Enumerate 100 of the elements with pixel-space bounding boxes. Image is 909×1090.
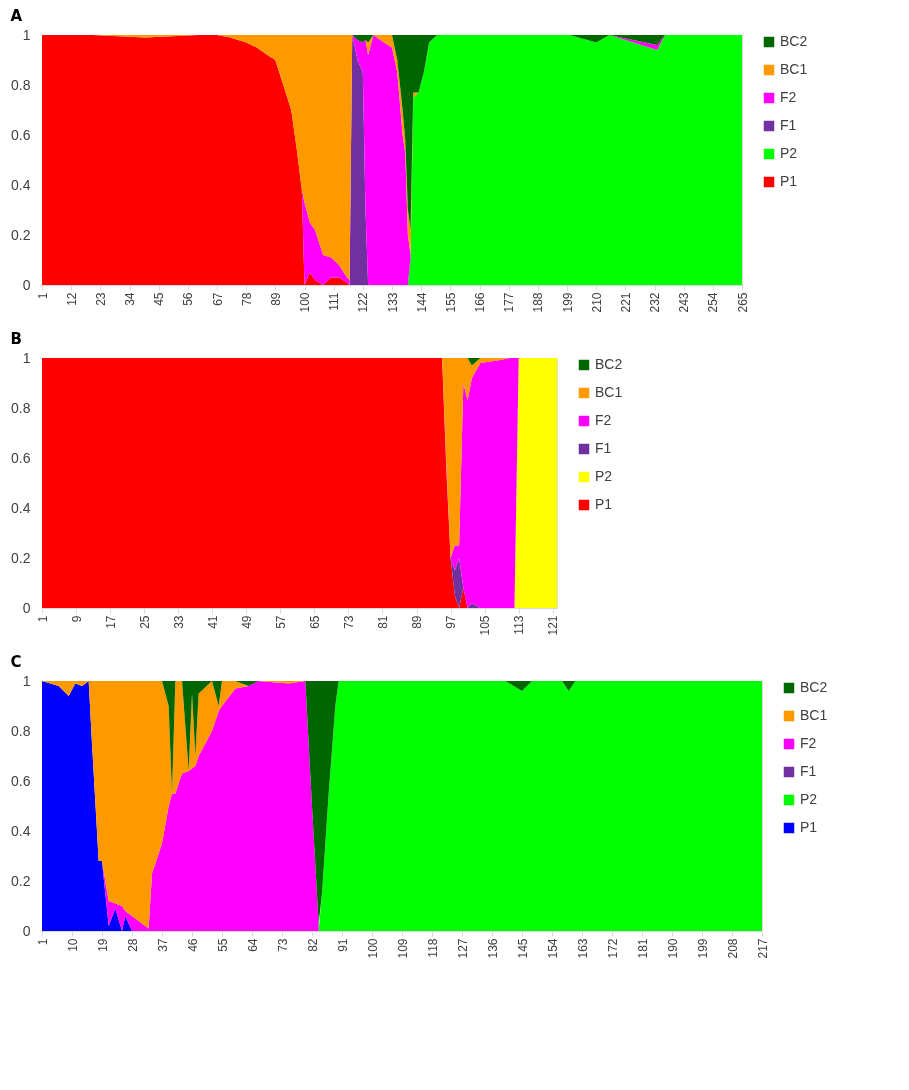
x-tick-label: 28 bbox=[125, 938, 140, 952]
x-tick-label: 105 bbox=[478, 615, 493, 636]
x-tick-label: 37 bbox=[155, 938, 170, 952]
legend-label: P2 bbox=[780, 145, 798, 161]
x-tick-label: 9 bbox=[69, 615, 84, 623]
x-tick-label: 199 bbox=[695, 938, 710, 959]
x-tick-label: 265 bbox=[735, 292, 750, 313]
y-tick-label: 0 bbox=[22, 599, 31, 616]
x-tick-label: 82 bbox=[305, 938, 320, 952]
x-tick-label: 23 bbox=[93, 292, 108, 306]
x-tick-label: 109 bbox=[395, 938, 410, 959]
x-tick-label: 81 bbox=[376, 615, 390, 629]
x-tick-label: 1 bbox=[35, 615, 50, 623]
chart-title: B bbox=[10, 330, 22, 348]
x-tick-label: 113 bbox=[512, 615, 527, 635]
x-tick-label: 232 bbox=[648, 292, 662, 313]
y-tick-label: 0.6 bbox=[11, 449, 31, 466]
x-tick-label: 133 bbox=[385, 292, 400, 313]
x-tick-label: 100 bbox=[298, 292, 312, 313]
y-tick-label: 1 bbox=[22, 672, 31, 689]
x-tick-label: 12 bbox=[64, 292, 79, 306]
legend-label: BC1 bbox=[800, 707, 828, 723]
legend-label: BC2 bbox=[800, 679, 828, 695]
legend-label: F2 bbox=[595, 412, 612, 428]
x-tick-label: 243 bbox=[677, 292, 692, 313]
x-tick-label: 118 bbox=[425, 938, 440, 958]
y-tick-label: 0.4 bbox=[11, 822, 31, 839]
x-tick-label: 127 bbox=[455, 938, 470, 959]
x-tick-label: 155 bbox=[443, 292, 458, 313]
x-tick-label: 56 bbox=[181, 292, 196, 306]
x-tick-label: 199 bbox=[560, 292, 575, 313]
legend-label: P1 bbox=[780, 173, 798, 189]
x-tick-label: 163 bbox=[575, 938, 590, 959]
x-tick-label: 89 bbox=[268, 292, 283, 306]
legend-label: P2 bbox=[800, 791, 818, 807]
x-tick-label: 145 bbox=[515, 938, 530, 959]
y-tick-label: 0.6 bbox=[11, 126, 31, 143]
x-tick-label: 34 bbox=[123, 292, 137, 306]
x-tick-label: 100 bbox=[365, 938, 380, 959]
legend-label: P1 bbox=[595, 496, 613, 512]
x-tick-label: 221 bbox=[618, 292, 633, 313]
x-tick-label: 64 bbox=[245, 938, 260, 952]
x-tick-label: 33 bbox=[171, 615, 186, 629]
x-tick-label: 136 bbox=[485, 938, 500, 959]
legend-label: F1 bbox=[800, 763, 817, 779]
y-tick-label: 0 bbox=[22, 922, 31, 939]
legend-label: F2 bbox=[780, 89, 797, 105]
y-tick-label: 0 bbox=[22, 276, 31, 293]
chart-title: A bbox=[10, 7, 23, 25]
y-tick-label: 1 bbox=[22, 26, 31, 43]
x-tick-label: 190 bbox=[665, 938, 680, 959]
x-tick-label: 1 bbox=[35, 938, 50, 946]
x-tick-label: 41 bbox=[205, 615, 220, 629]
x-tick-label: 254 bbox=[706, 292, 721, 313]
x-tick-label: 17 bbox=[103, 615, 118, 629]
y-tick-label: 0.2 bbox=[11, 549, 31, 566]
x-tick-label: 121 bbox=[546, 615, 561, 636]
legend-label: F1 bbox=[780, 117, 797, 133]
legend-label: BC2 bbox=[595, 356, 623, 372]
x-tick-label: 25 bbox=[137, 615, 152, 629]
x-tick-label: 55 bbox=[215, 938, 230, 952]
legend-label: BC1 bbox=[780, 61, 808, 77]
legend-label: BC2 bbox=[780, 33, 808, 49]
y-tick-label: 0.8 bbox=[11, 76, 31, 93]
legend-label: P1 bbox=[800, 819, 818, 835]
x-tick-label: 154 bbox=[545, 938, 560, 959]
x-tick-label: 46 bbox=[185, 938, 200, 952]
x-tick-label: 89 bbox=[410, 615, 425, 629]
y-tick-label: 1 bbox=[22, 349, 31, 366]
x-tick-label: 19 bbox=[95, 938, 110, 952]
x-tick-label: 97 bbox=[444, 615, 459, 629]
x-tick-label: 78 bbox=[239, 292, 254, 306]
x-tick-label: 67 bbox=[210, 292, 225, 306]
x-tick-label: 181 bbox=[635, 938, 650, 959]
y-tick-label: 0.4 bbox=[11, 499, 31, 516]
x-tick-label: 217 bbox=[755, 938, 770, 959]
x-tick-label: 65 bbox=[307, 615, 322, 629]
legend-label: F1 bbox=[595, 440, 612, 456]
y-tick-label: 0.4 bbox=[11, 176, 31, 193]
y-tick-label: 0.8 bbox=[11, 722, 31, 739]
x-tick-label: 111 bbox=[327, 292, 342, 311]
legend-label: BC1 bbox=[595, 384, 623, 400]
x-tick-label: 144 bbox=[414, 292, 429, 313]
x-tick-label: 166 bbox=[473, 292, 487, 313]
x-tick-label: 122 bbox=[356, 292, 371, 313]
x-tick-label: 49 bbox=[239, 615, 254, 629]
x-tick-label: 208 bbox=[725, 938, 740, 959]
y-tick-label: 0.2 bbox=[11, 872, 31, 889]
x-tick-label: 188 bbox=[531, 292, 546, 313]
x-tick-label: 57 bbox=[273, 615, 288, 629]
x-tick-label: 177 bbox=[502, 292, 517, 313]
x-tick-label: 172 bbox=[605, 938, 620, 959]
x-tick-label: 10 bbox=[65, 938, 80, 952]
y-tick-label: 0.2 bbox=[11, 226, 31, 243]
x-tick-label: 73 bbox=[275, 938, 290, 952]
x-tick-label: 45 bbox=[152, 292, 167, 306]
x-tick-label: 91 bbox=[335, 938, 350, 952]
y-tick-label: 0.8 bbox=[11, 399, 31, 416]
x-tick-label: 1 bbox=[35, 292, 50, 300]
legend-label: F2 bbox=[800, 735, 817, 751]
